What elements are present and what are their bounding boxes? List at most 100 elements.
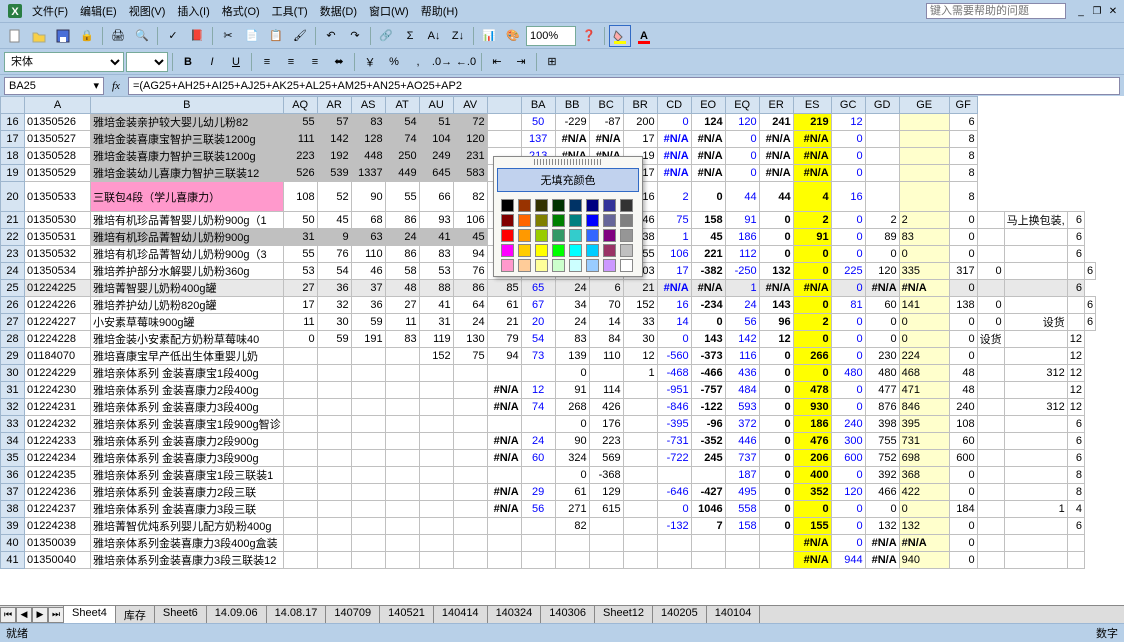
cell[interactable]: 368 xyxy=(899,467,949,484)
color-swatch[interactable] xyxy=(586,244,599,257)
cell[interactable]: 0 xyxy=(977,297,1004,314)
cell[interactable]: 1046 xyxy=(691,501,725,518)
cell[interactable]: 0 xyxy=(759,484,793,501)
cell[interactable]: 91 xyxy=(555,382,589,399)
col-header[interactable]: A xyxy=(25,97,91,114)
cell[interactable]: 32 xyxy=(317,297,351,314)
cell[interactable] xyxy=(589,552,623,569)
cell[interactable]: 0 xyxy=(831,382,865,399)
cell[interactable]: #N/A xyxy=(555,131,589,148)
cell[interactable] xyxy=(385,433,419,450)
cell[interactable]: 108 xyxy=(949,416,977,433)
cell[interactable]: 446 xyxy=(725,433,759,450)
cell[interactable] xyxy=(283,518,317,535)
cell[interactable]: 90 xyxy=(555,433,589,450)
cell[interactable]: 0 xyxy=(759,518,793,535)
cell[interactable]: 83 xyxy=(419,246,453,263)
cell[interactable]: 01224228 xyxy=(25,331,91,348)
col-header[interactable]: EQ xyxy=(725,97,759,114)
cell[interactable]: #N/A xyxy=(691,148,725,165)
cell[interactable] xyxy=(419,518,453,535)
cell[interactable]: 82 xyxy=(453,182,487,212)
cell[interactable]: 466 xyxy=(865,484,899,501)
cell[interactable]: 72 xyxy=(453,114,487,131)
cell[interactable]: -757 xyxy=(691,382,725,399)
row-header[interactable]: 21 xyxy=(1,212,25,229)
dec-decimal-icon[interactable]: ←.0 xyxy=(455,51,477,73)
cell[interactable] xyxy=(351,535,385,552)
color-swatch[interactable] xyxy=(552,199,565,212)
cell[interactable] xyxy=(385,484,419,501)
cell[interactable]: 雅培金装喜康宝智护三联装1200g xyxy=(91,131,284,148)
cell[interactable]: 6 xyxy=(1067,280,1084,297)
cell[interactable]: 94 xyxy=(487,348,521,365)
cell[interactable]: 雅培亲体系列金装喜康力3段400g盒装 xyxy=(91,535,284,552)
cell[interactable]: 53 xyxy=(283,263,317,280)
cell[interactable]: 6 xyxy=(1067,518,1084,535)
permission-icon[interactable]: 🔒 xyxy=(76,25,98,47)
cell[interactable]: 雅培养护部分水解婴儿奶粉360g xyxy=(91,263,284,280)
col-header[interactable]: AV xyxy=(453,97,487,114)
cell[interactable]: 48 xyxy=(385,280,419,297)
col-header[interactable]: AQ xyxy=(283,97,317,114)
sheet-tab[interactable]: Sheet12 xyxy=(594,605,653,623)
color-swatch[interactable] xyxy=(603,244,616,257)
row-header[interactable]: 33 xyxy=(1,416,25,433)
cell[interactable]: 79 xyxy=(487,331,521,348)
help-icon[interactable]: ❓ xyxy=(578,25,600,47)
row-header[interactable]: 26 xyxy=(1,297,25,314)
cell[interactable]: 0 xyxy=(657,331,691,348)
cell[interactable]: 12 xyxy=(1067,331,1084,348)
cell[interactable]: 56 xyxy=(725,314,759,331)
cell[interactable]: #N/A xyxy=(865,552,899,569)
cell[interactable] xyxy=(1004,246,1067,263)
cell[interactable]: 8 xyxy=(1067,467,1084,484)
cell[interactable]: 57 xyxy=(317,114,351,131)
cell[interactable] xyxy=(283,450,317,467)
cell[interactable]: 12 xyxy=(759,331,793,348)
cell[interactable]: 200 xyxy=(623,114,657,131)
cell[interactable] xyxy=(623,501,657,518)
cell[interactable]: 雅培金装小安素配方奶粉草莓味40 xyxy=(91,331,284,348)
cell[interactable]: 83 xyxy=(385,331,419,348)
cell[interactable]: 1 xyxy=(725,280,759,297)
cell[interactable] xyxy=(657,535,691,552)
cell[interactable]: 6 xyxy=(1067,433,1084,450)
cell[interactable]: 55 xyxy=(283,114,317,131)
cell[interactable]: #N/A xyxy=(487,433,521,450)
cell[interactable] xyxy=(351,348,385,365)
cell[interactable] xyxy=(555,552,589,569)
cell[interactable]: 231 xyxy=(453,148,487,165)
cell[interactable]: 51 xyxy=(419,114,453,131)
cell[interactable]: 75 xyxy=(657,212,691,229)
cell[interactable]: 119 xyxy=(419,331,453,348)
cell[interactable]: 0 xyxy=(759,229,793,246)
color-swatch[interactable] xyxy=(586,259,599,272)
col-header[interactable]: AU xyxy=(419,97,453,114)
cell[interactable]: 110 xyxy=(351,246,385,263)
cell[interactable]: 雅培菁智优炖系列婴儿配方奶粉400g xyxy=(91,518,284,535)
cell[interactable]: 0 xyxy=(949,280,977,297)
cell[interactable] xyxy=(317,348,351,365)
cell[interactable]: 9 xyxy=(317,229,351,246)
drawing-icon[interactable]: 🎨 xyxy=(502,25,524,47)
cell[interactable]: 0 xyxy=(725,131,759,148)
cell[interactable]: 0 xyxy=(949,535,977,552)
cell[interactable]: 雅培有机珍品菁智幼儿奶粉900g xyxy=(91,229,284,246)
cell[interactable]: 2 xyxy=(657,182,691,212)
cell[interactable]: 41 xyxy=(419,229,453,246)
cell[interactable]: 01224230 xyxy=(25,382,91,399)
zoom-select[interactable]: 100% xyxy=(526,26,576,46)
cell[interactable] xyxy=(977,450,1004,467)
cell[interactable]: -368 xyxy=(589,467,623,484)
cell[interactable] xyxy=(899,148,949,165)
cell[interactable]: 30 xyxy=(317,314,351,331)
cell[interactable]: 雅培亲体系列 金装喜康力2段三联 xyxy=(91,484,284,501)
color-swatch[interactable] xyxy=(569,244,582,257)
row-header[interactable]: 34 xyxy=(1,433,25,450)
row-header[interactable]: 16 xyxy=(1,114,25,131)
cell[interactable] xyxy=(419,433,453,450)
cell[interactable]: 雅培亲体系列 金装喜康力2段400g xyxy=(91,382,284,399)
col-header[interactable] xyxy=(487,97,521,114)
cell[interactable]: 60 xyxy=(865,297,899,314)
